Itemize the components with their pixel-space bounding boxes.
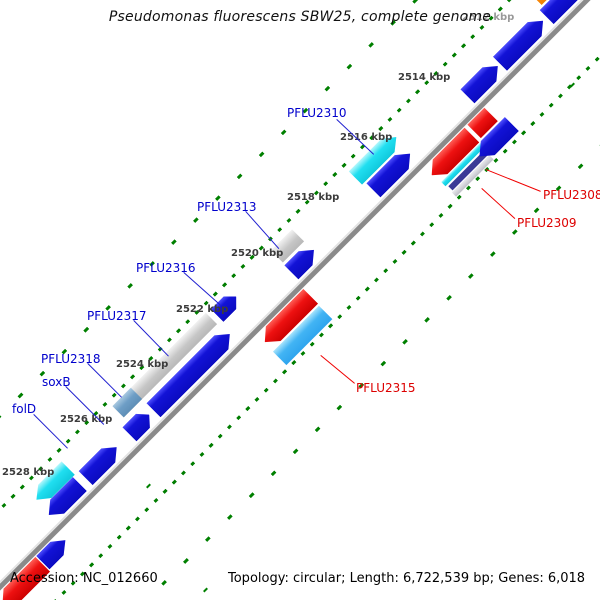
leader-line-pflu2308 [485, 169, 541, 192]
gene-label-pflu2309[interactable]: PFLU2309 [517, 216, 577, 230]
leader-line-pflu2317 [133, 320, 169, 357]
gene-label-pflu2316[interactable]: PFLU2316 [136, 261, 196, 275]
genome-title: Pseudomonas fluorescens SBW25, complete … [108, 9, 492, 25]
scale-tick-2522: 2522 kbp [176, 304, 229, 315]
scale-tick-2526: 2526 kbp [60, 414, 113, 425]
gene-label-pflu2317[interactable]: PFLU2317 [87, 309, 147, 323]
gene-label-soxb[interactable]: soxB [42, 375, 71, 389]
leader-line-pflu2316 [183, 272, 222, 307]
scale-tick-2520: 2520 kbp [231, 248, 284, 259]
gene-label-pflu2315[interactable]: PFLU2315 [356, 381, 416, 395]
scale-tick-2516: 2516 kbp [340, 132, 393, 143]
green-dot [146, 483, 151, 489]
leader-line-pflu2315 [320, 355, 355, 384]
scale-tick-2528: 2528 kbp [2, 467, 55, 478]
scale-tick-2514: 2514 kbp [398, 72, 451, 83]
status-summary: Topology: circular; Length: 6,722,539 bp… [228, 571, 586, 586]
status-accession: Accession: NC_012660 [10, 571, 158, 586]
gene-label-pflu2310[interactable]: PFLU2310 [287, 106, 347, 120]
leader-line-pflu2309 [481, 188, 516, 220]
gene-label-pflu2318[interactable]: PFLU2318 [41, 352, 101, 366]
scale-tick-2518: 2518 kbp [287, 192, 340, 203]
gene-label-fold[interactable]: folD [12, 402, 37, 416]
gene-label-pflu2313[interactable]: PFLU2313 [197, 200, 257, 214]
scale-tick-2524: 2524 kbp [116, 359, 169, 370]
gene-label-pflu2308[interactable]: PFLU2308 [543, 188, 600, 202]
green-dot [203, 587, 208, 593]
